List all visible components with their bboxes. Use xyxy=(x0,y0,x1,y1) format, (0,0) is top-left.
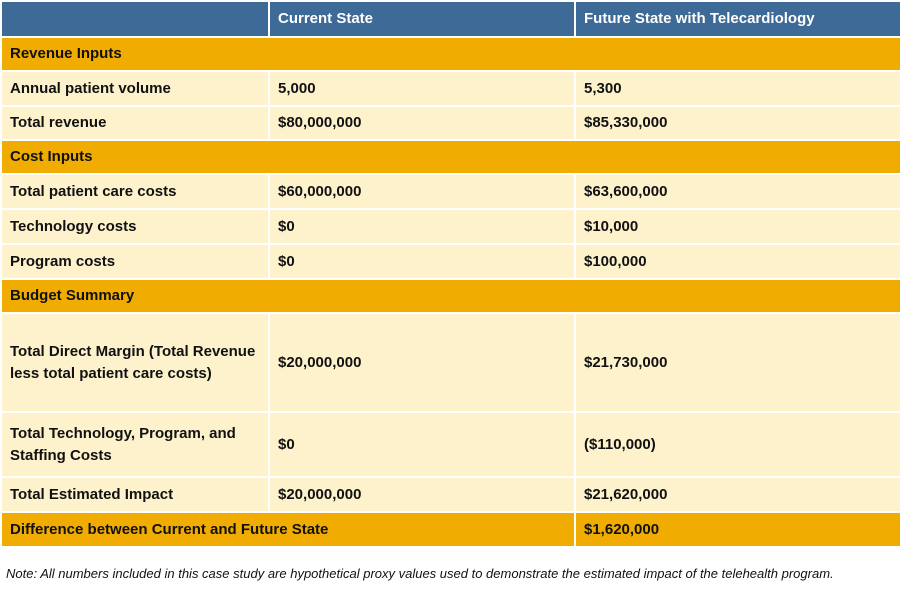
table-row: Technology costs $0 $10,000 xyxy=(0,208,900,245)
future-value: $10,000 xyxy=(574,208,900,245)
current-value: 5,000 xyxy=(268,70,576,107)
section-title: Budget Summary xyxy=(0,278,900,314)
section-title: Revenue Inputs xyxy=(0,36,900,72)
row-label: Total patient care costs xyxy=(0,173,270,210)
future-value: $85,330,000 xyxy=(574,105,900,141)
header-current-state: Current State xyxy=(268,0,576,38)
row-label: Program costs xyxy=(0,243,270,280)
table-row: Total Technology, Program, and Staffing … xyxy=(0,411,900,478)
current-value: $0 xyxy=(268,243,576,280)
table-row: Total revenue $80,000,000 $85,330,000 xyxy=(0,105,900,141)
table-row: Total Estimated Impact $20,000,000 $21,6… xyxy=(0,476,900,513)
current-value: $0 xyxy=(268,208,576,245)
row-label: Technology costs xyxy=(0,208,270,245)
table-row: Total Direct Margin (Total Revenue less … xyxy=(0,312,900,413)
table-row: Total patient care costs $60,000,000 $63… xyxy=(0,173,900,210)
footnote: Note: All numbers included in this case … xyxy=(6,566,834,581)
difference-value: $1,620,000 xyxy=(574,511,900,548)
current-value: $80,000,000 xyxy=(268,105,576,141)
current-value: $60,000,000 xyxy=(268,173,576,210)
future-value: $100,000 xyxy=(574,243,900,280)
future-value: $21,730,000 xyxy=(574,312,900,413)
row-label: Annual patient volume xyxy=(0,70,270,107)
future-value: 5,300 xyxy=(574,70,900,107)
current-value: $20,000,000 xyxy=(268,312,576,413)
future-value: ($110,000) xyxy=(574,411,900,478)
section-revenue-inputs: Revenue Inputs xyxy=(0,36,900,72)
difference-row: Difference between Current and Future St… xyxy=(0,511,900,548)
future-value: $21,620,000 xyxy=(574,476,900,513)
row-label: Total Technology, Program, and Staffing … xyxy=(0,411,270,478)
header-future-state: Future State with Telecardiology xyxy=(574,0,900,38)
table-header-row: Current State Future State with Telecard… xyxy=(0,0,900,38)
section-title: Cost Inputs xyxy=(0,139,900,175)
table-row: Annual patient volume 5,000 5,300 xyxy=(0,70,900,107)
budget-table: Current State Future State with Telecard… xyxy=(0,0,900,548)
future-value: $63,600,000 xyxy=(574,173,900,210)
row-label: Total Direct Margin (Total Revenue less … xyxy=(0,312,270,413)
row-label: Total Estimated Impact xyxy=(0,476,270,513)
current-value: $20,000,000 xyxy=(268,476,576,513)
difference-label: Difference between Current and Future St… xyxy=(0,511,576,548)
section-budget-summary: Budget Summary xyxy=(0,278,900,314)
section-cost-inputs: Cost Inputs xyxy=(0,139,900,175)
table-row: Program costs $0 $100,000 xyxy=(0,243,900,280)
row-label: Total revenue xyxy=(0,105,270,141)
header-blank xyxy=(0,0,270,38)
current-value: $0 xyxy=(268,411,576,478)
